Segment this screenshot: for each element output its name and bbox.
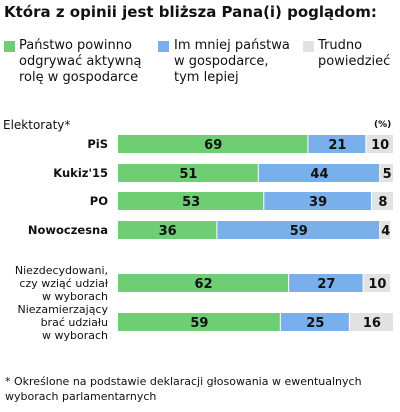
data-label: 69 xyxy=(204,138,222,153)
legend-swatch-active-state xyxy=(4,41,15,52)
legend-label-line: rolę w gospodarce xyxy=(19,70,139,85)
bar-segment xyxy=(289,274,363,292)
data-label: 5 xyxy=(383,167,392,182)
data-label: 16 xyxy=(363,316,381,331)
legend-label-line: w gospodarce, xyxy=(174,54,269,69)
data-label: 27 xyxy=(317,277,335,292)
data-label: 59 xyxy=(190,316,208,331)
bar-segment xyxy=(118,313,280,331)
category-label: Kukiz'15 xyxy=(53,166,108,180)
data-label: 36 xyxy=(159,224,177,239)
bar-segment xyxy=(366,135,393,153)
legend-swatch-hard-to-say xyxy=(303,41,314,52)
data-label: 53 xyxy=(182,195,200,210)
category-label: PO xyxy=(90,194,108,208)
legend-label-less-state: Im mniej państwa w gospodarce, tym lepiej xyxy=(174,38,290,86)
category-label: czy wziąć udział xyxy=(19,277,108,290)
category-label: Nowoczesna xyxy=(28,223,108,237)
group-label: Elektoraty* xyxy=(3,118,71,132)
bar-segment xyxy=(380,221,391,239)
legend-label-line: powiedzieć xyxy=(318,54,391,69)
legend-label-line: Trudno xyxy=(318,38,363,53)
bar-segment xyxy=(380,164,393,182)
data-label: 62 xyxy=(195,277,213,292)
legend-label-line: odgrywać aktywną xyxy=(19,54,142,69)
data-label: 10 xyxy=(371,138,389,153)
bar-segment xyxy=(118,164,258,182)
legend-label-line: Państwo powinno xyxy=(19,38,132,53)
data-label: 4 xyxy=(381,224,390,239)
bar-segment xyxy=(280,313,349,331)
legend-label-active-state: Państwo powinno odgrywać aktywną rolę w go… xyxy=(19,38,142,86)
data-label: 39 xyxy=(309,195,327,210)
category-label: w wyborach xyxy=(42,290,108,303)
legend-label-line: tym lepiej xyxy=(174,70,239,85)
bar-segment xyxy=(118,192,264,210)
stacked-bar-chart: PiS 69 21 10 Kukiz'15 51 44 5 PO 53 39 8 Nowoczesna 3… xyxy=(15,135,393,342)
bar-segment xyxy=(363,274,391,292)
legend-label-line: Im mniej państwa xyxy=(174,38,290,53)
category-label: PiS xyxy=(87,137,108,151)
category-label: Niezdecydowani, xyxy=(15,264,108,277)
category-label: brać udziału xyxy=(41,316,108,329)
bar-segment xyxy=(308,135,366,153)
bar-segment xyxy=(118,135,308,153)
bar-segment xyxy=(118,221,217,239)
category-label: w wyborach xyxy=(42,329,108,342)
data-label: 59 xyxy=(290,224,308,239)
legend-swatch-less-state xyxy=(158,41,169,52)
bar-segment xyxy=(118,274,289,292)
data-label: 21 xyxy=(328,138,346,153)
data-label: 10 xyxy=(368,277,386,292)
unit-label: (%) xyxy=(374,120,392,130)
legend-label-hard-to-say: Trudno powiedzieć xyxy=(318,38,390,70)
bar-segment xyxy=(349,313,393,331)
data-label: 51 xyxy=(179,167,197,182)
data-label: 8 xyxy=(378,195,387,210)
data-label: 44 xyxy=(310,167,328,182)
bar-segment xyxy=(371,192,393,210)
category-label: Niezamierzający xyxy=(18,303,109,316)
bar-segment xyxy=(217,221,380,239)
bar-segment xyxy=(264,192,371,210)
bar-segment xyxy=(258,164,380,182)
chart-title: Która z opinii jest bliższa Pana(i) pogl… xyxy=(4,3,377,21)
footnote: * Określone na podstawie deklaracji głos… xyxy=(5,375,362,403)
data-label: 25 xyxy=(306,316,324,331)
